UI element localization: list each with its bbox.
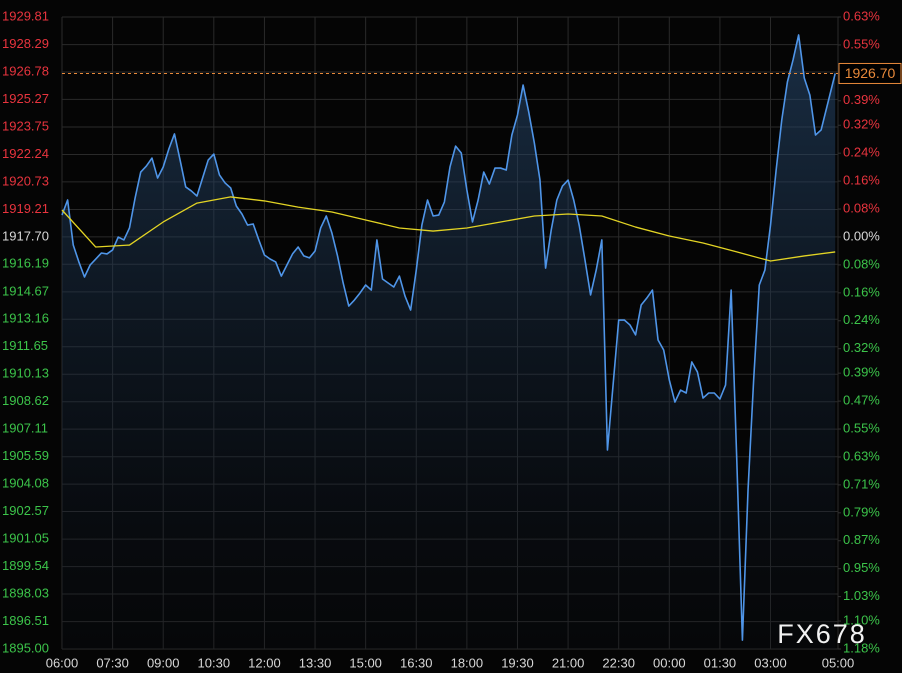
y-tick-label: 1916.19 — [2, 256, 49, 271]
line — [61, 196, 836, 262]
y-tick-label: 1902.57 — [2, 503, 49, 518]
y2-tick-label: 0.79% — [843, 504, 880, 519]
y-tick-label: 1901.05 — [2, 531, 49, 546]
y-tick-label: 1928.29 — [2, 36, 49, 51]
y-tick-label: 1896.51 — [2, 613, 49, 628]
y2-tick-label: 0.08% — [843, 256, 880, 271]
reference-label: 1926.70 — [845, 65, 896, 81]
y2-tick-label: 1.03% — [843, 588, 880, 603]
y-tick-label: 1907.11 — [2, 421, 48, 436]
x-tick-label: 07:30 — [96, 655, 129, 670]
y-tick-label: 1914.67 — [2, 283, 49, 298]
axes: 1929.81 1928.29 1926.78 1925.27 1923.75 1922.… — [2, 8, 902, 670]
reference-box — [838, 62, 902, 84]
y2-tick-label: 0.08% — [843, 200, 880, 215]
y-tick-label: 1905.59 — [2, 448, 49, 463]
x-tick-label: 13:30 — [299, 655, 332, 670]
y2-tick-label: 0.16% — [843, 173, 880, 188]
y2-tick-label: 1.10% — [843, 613, 880, 628]
x-tick-label: 03:00 — [754, 655, 787, 670]
y-tick-label: 1926.78 — [2, 63, 49, 78]
watermark: FX678 — [777, 619, 867, 649]
y2-tick-label: 0.24% — [843, 312, 880, 327]
x-tick-label: 10:30 — [198, 655, 231, 670]
y2-tick-label: 0.63% — [843, 448, 880, 463]
y2-tick-label: 0.39% — [843, 92, 880, 107]
y2-tick-label: 0.00% — [843, 228, 880, 243]
y-tick-label: 1908.62 — [2, 393, 49, 408]
y-tick-label: 1895.00 — [2, 640, 49, 655]
y2-tick-label: 0.55% — [843, 420, 880, 435]
y2-tick-label: 0.16% — [843, 284, 880, 299]
line — [61, 34, 836, 641]
y-tick-label: 1920.73 — [2, 173, 49, 188]
y2-tick-label: 0.39% — [843, 365, 880, 380]
area — [62, 34, 836, 650]
y-tick-label: 1917.70 — [2, 228, 49, 243]
y2-tick-label: 0.47% — [843, 393, 880, 408]
x-tick-label: 12:00 — [248, 655, 281, 670]
y2-tick-label: 0.95% — [843, 560, 880, 575]
y-tick-label: 1904.08 — [2, 476, 49, 491]
y2-tick-label: 0.32% — [843, 340, 880, 355]
x-tick-label: 15:00 — [349, 655, 382, 670]
y2-tick-label: 0.32% — [843, 117, 880, 132]
y-tick-label: 1929.81 — [2, 8, 49, 23]
y-tick-label: 1910.13 — [2, 366, 49, 381]
x-tick-label: 16:30 — [400, 655, 433, 670]
y-tick-label: 1922.24 — [2, 146, 49, 161]
y-tick-label: 1913.16 — [2, 311, 49, 326]
plot — [61, 34, 838, 650]
y2-tick-label: 0.87% — [843, 532, 880, 547]
y-tick-label: 1898.03 — [2, 585, 49, 600]
y-tick-label: 1899.54 — [2, 558, 49, 573]
y-tick-label: 1919.21 — [2, 201, 49, 216]
y2-tick-label: 1.18% — [843, 640, 880, 655]
x-tick-label: 19:30 — [501, 655, 534, 670]
y2-tick-label: 0.24% — [843, 145, 880, 160]
x-tick-label: 09:00 — [147, 655, 180, 670]
x-tick-label: 22:30 — [602, 655, 635, 670]
y2-tick-label: 0.63% — [843, 8, 880, 23]
x-tick-label: 05:00 — [822, 655, 855, 670]
x-tick-label: 00:00 — [653, 655, 686, 670]
x-tick-label: 01:30 — [704, 655, 737, 670]
x-tick-label: 06:00 — [46, 655, 79, 670]
y2-tick-label: 0.71% — [843, 476, 880, 491]
x-tick-label: 18:00 — [451, 655, 484, 670]
y-tick-label: 1923.75 — [2, 118, 49, 133]
y-tick-label: 1911.65 — [2, 338, 48, 353]
y2-tick-label: 0.55% — [843, 36, 880, 51]
y-tick-label: 1925.27 — [2, 91, 49, 106]
x-tick-label: 21:00 — [552, 655, 585, 670]
